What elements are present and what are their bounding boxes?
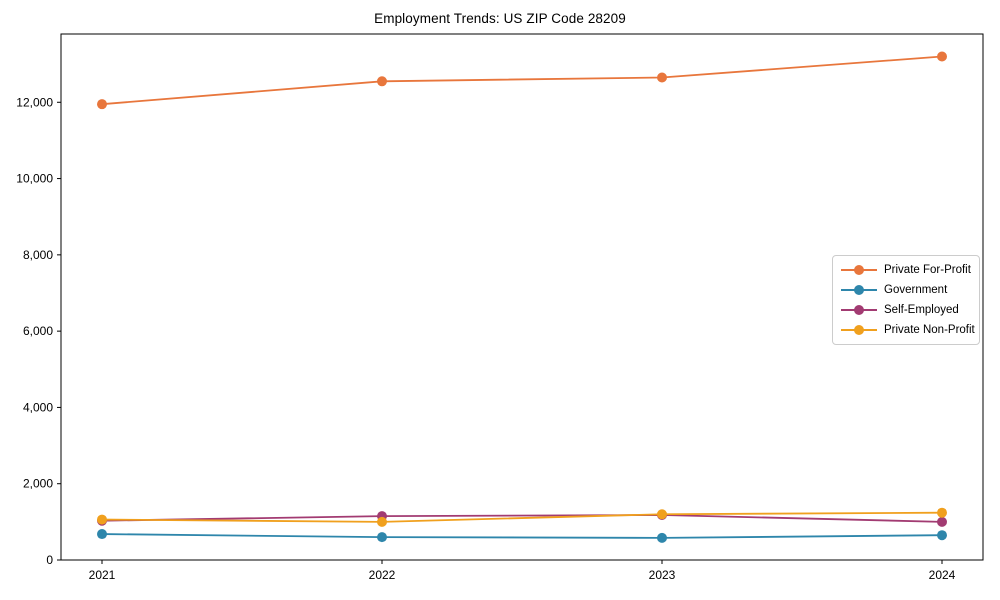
series-line-private-for-profit <box>101 55 943 106</box>
y-tick-label: 0 <box>46 553 53 567</box>
y-tick-label: 2,000 <box>23 477 53 491</box>
plot-frame <box>60 33 984 561</box>
data-point-private-non-profit-2023 <box>657 509 667 520</box>
legend-line-dot-icon <box>841 285 877 295</box>
x-tick-label: 2023 <box>649 568 676 582</box>
data-point-private-non-profit-2022 <box>377 516 387 527</box>
y-tick-label: 8,000 <box>23 248 53 262</box>
data-point-self-employed-2024 <box>937 516 947 527</box>
x-tick-label: 2021 <box>89 568 116 582</box>
x-tick-label: 2022 <box>369 568 396 582</box>
data-point-government-2023 <box>657 532 667 543</box>
y-tick-label: 10,000 <box>16 172 53 186</box>
legend-item-private-non-profit: Private Non-Profit <box>841 320 975 340</box>
legend-line-dot-icon <box>841 325 877 335</box>
data-point-private-non-profit-2021 <box>97 514 107 525</box>
y-tick-label: 4,000 <box>23 400 53 414</box>
legend-line-dot-icon <box>841 305 877 315</box>
series-line-self-employed <box>101 514 943 523</box>
legend-label: Private Non-Profit <box>884 324 975 336</box>
chart-title: Employment Trends: US ZIP Code 28209 <box>374 11 626 26</box>
legend-item-self-employed: Self-Employed <box>841 300 973 320</box>
data-point-private-for-profit-2023 <box>657 72 667 83</box>
y-tick-label: 12,000 <box>16 95 53 109</box>
data-point-private-for-profit-2024 <box>937 51 947 62</box>
legend-item-private-for-profit: Private For-Profit <box>841 260 973 280</box>
legend-line-dot-icon <box>841 265 877 275</box>
legend-label: Self-Employed <box>884 304 959 316</box>
legend-item-government: Government <box>841 280 973 300</box>
data-point-private-for-profit-2022 <box>377 76 387 87</box>
legend-label: Government <box>884 284 948 296</box>
series-line-private-non-profit <box>101 511 943 523</box>
legend: Private For-Profit Government Self-Emplo… <box>832 255 980 345</box>
data-point-government-2024 <box>937 530 947 541</box>
data-point-private-for-profit-2021 <box>97 99 107 110</box>
data-point-private-non-profit-2024 <box>937 507 947 518</box>
legend-label: Private For-Profit <box>884 264 971 276</box>
y-tick-label: 6,000 <box>23 324 53 338</box>
x-tick-label: 2024 <box>929 568 956 582</box>
series-line-government <box>101 533 943 539</box>
data-point-government-2022 <box>377 532 387 543</box>
data-point-government-2021 <box>97 529 107 540</box>
